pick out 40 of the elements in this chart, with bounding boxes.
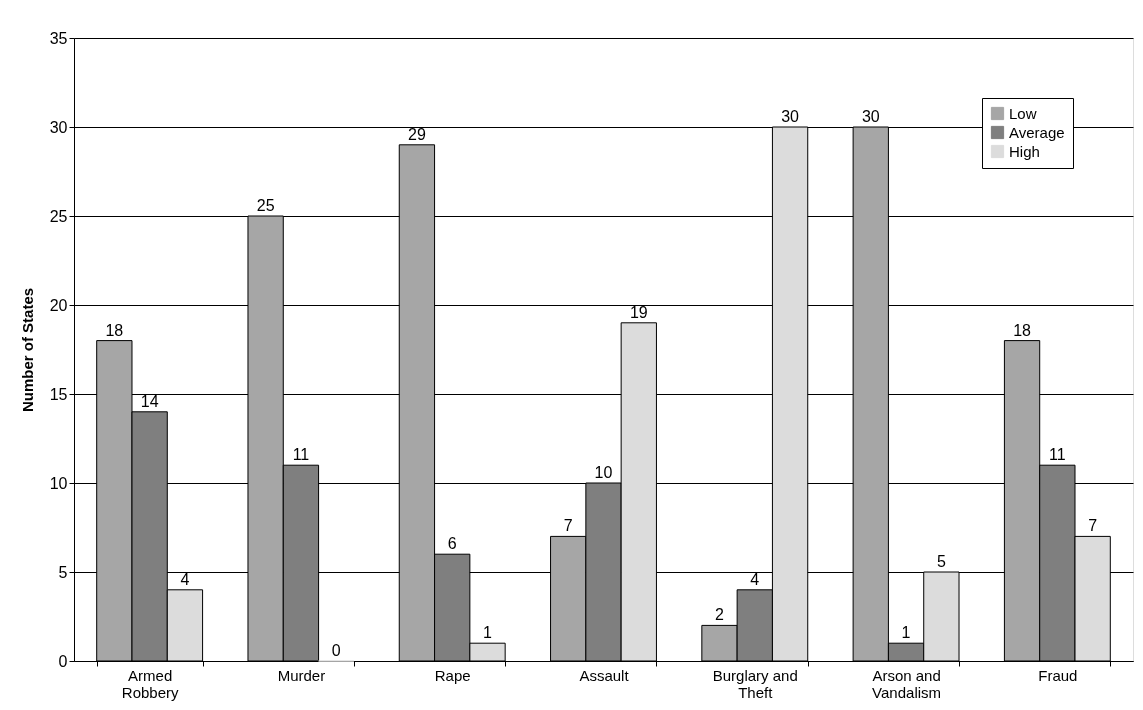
data-label: 18 [105, 321, 124, 339]
data-label: 18 [1013, 321, 1032, 339]
legend-label: Low [1009, 104, 1037, 122]
data-label: 0 [331, 642, 341, 659]
x-tick-label: Arson and Vandalism [872, 666, 942, 701]
y-tick-label: 15 [49, 385, 68, 403]
y-axis-title: Number of States [18, 287, 36, 413]
data-label: 1 [483, 624, 493, 642]
y-tick-label: 5 [58, 563, 68, 581]
data-label: 30 [781, 108, 800, 125]
y-tick-label: 30 [49, 118, 68, 136]
data-label: 11 [1049, 446, 1066, 464]
data-label: 4 [180, 570, 190, 588]
data-label: 4 [750, 570, 760, 588]
data-label: 7 [1088, 517, 1098, 535]
data-label: 1 [901, 624, 911, 642]
data-label: 2 [715, 606, 725, 624]
data-label: 10 [594, 464, 613, 481]
data-label: 14 [140, 392, 159, 410]
y-tick-label: 10 [49, 474, 68, 492]
y-tick-label: 35 [49, 29, 68, 47]
data-label: 19 [629, 303, 648, 321]
x-tick-label: Assault [579, 666, 630, 684]
data-label: 30 [861, 108, 880, 125]
legend-label: Average [1009, 123, 1065, 141]
x-tick-label: Armed Robbery [121, 666, 179, 701]
data-label: 11 [292, 446, 310, 464]
x-tick-label: Rape [434, 666, 471, 684]
data-label: 7 [563, 517, 573, 535]
data-label: 25 [256, 197, 275, 214]
x-tick-label: Fraud [1038, 666, 1078, 684]
data-label: 6 [447, 535, 457, 553]
legend-label: High [1009, 142, 1040, 160]
y-tick-label: 25 [49, 207, 68, 225]
y-tick-label: 20 [49, 296, 68, 314]
data-label: 5 [936, 553, 946, 570]
data-label: 29 [408, 125, 426, 143]
x-tick-label: Murder [277, 666, 326, 684]
x-tick-label: Burglary and Theft [712, 666, 798, 701]
y-tick-label: 0 [58, 652, 68, 670]
